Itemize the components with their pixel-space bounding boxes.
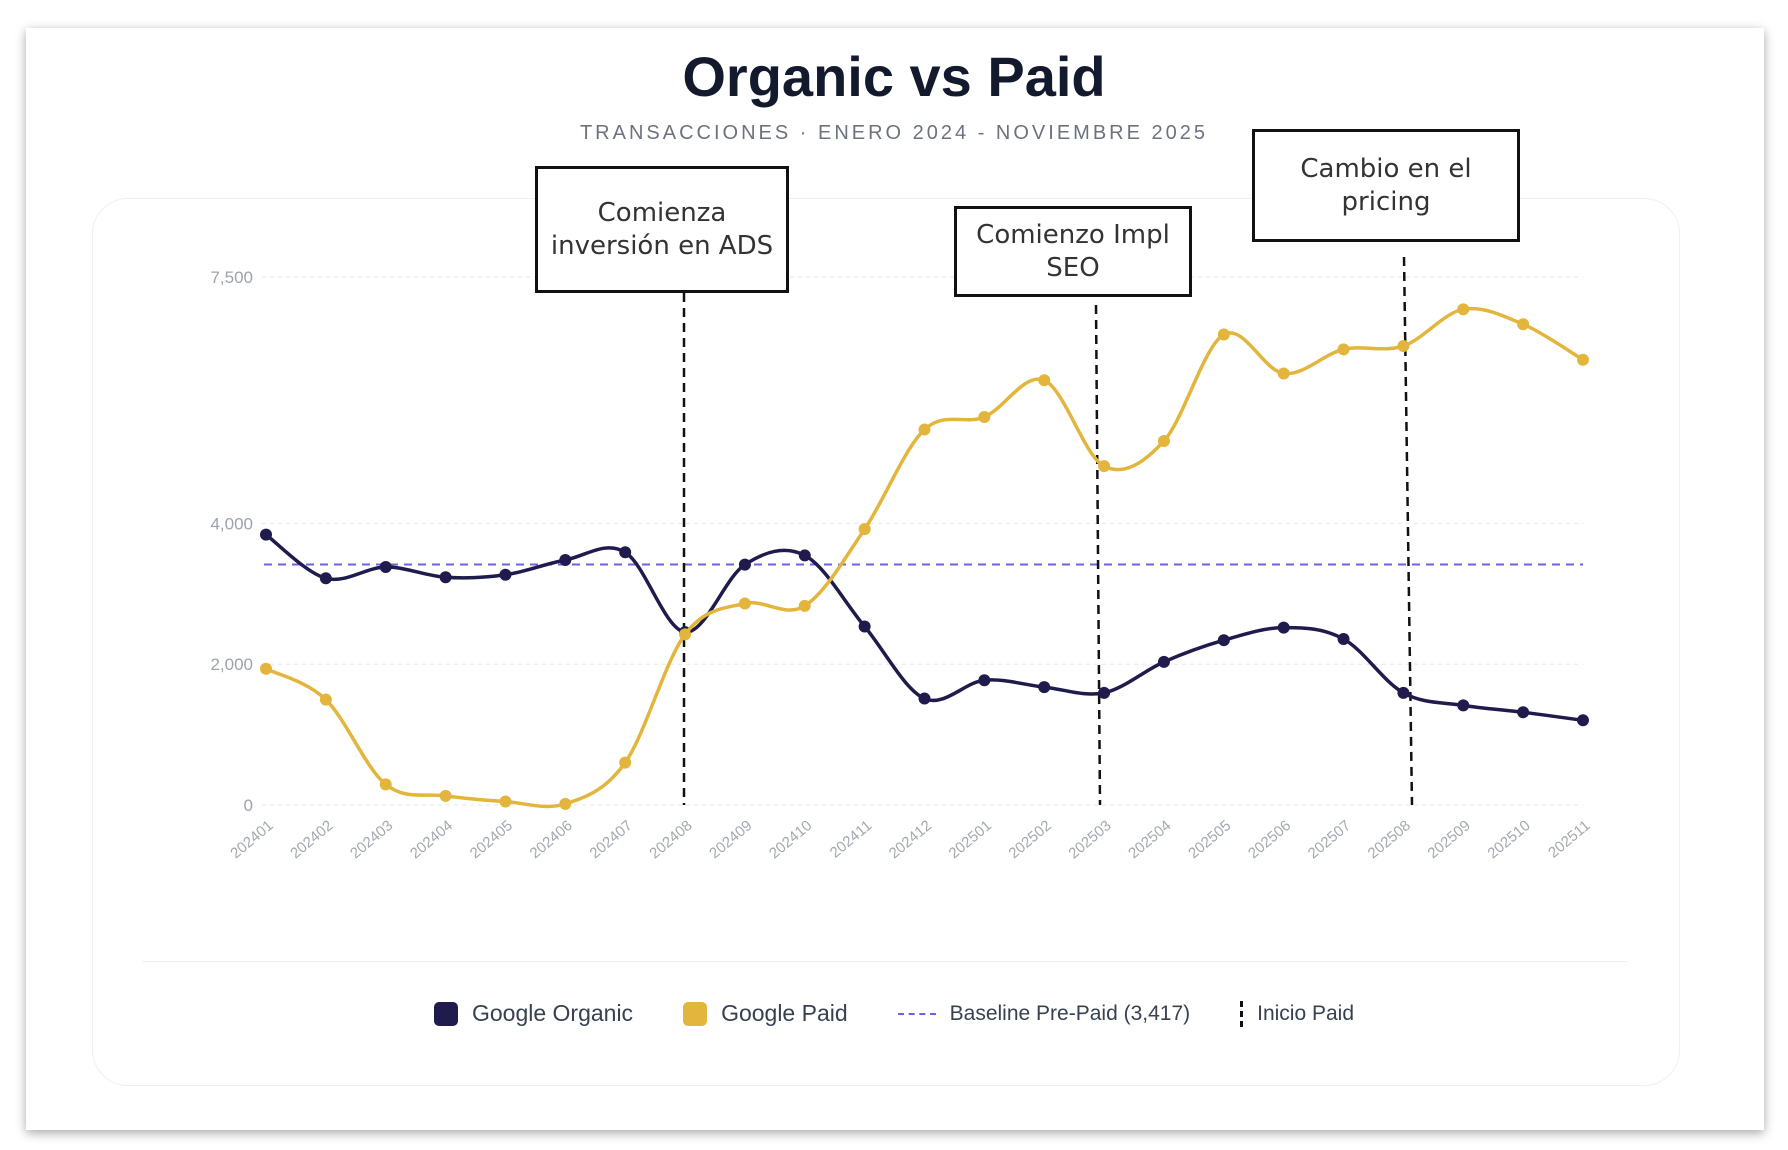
paid-line (265, 306, 1584, 809)
paid-point (679, 628, 692, 641)
organic-point (319, 572, 332, 585)
organic-point (559, 554, 572, 567)
x-tick-label: 202510 (1484, 817, 1533, 862)
paid-point (978, 410, 991, 423)
paid-point (559, 797, 572, 810)
x-tick-label: 202408 (646, 817, 695, 862)
organic-point (1157, 655, 1170, 668)
y-tick-label: 2,000 (210, 655, 253, 674)
organic-point (1337, 632, 1350, 645)
y-tick-label: 4,000 (210, 514, 253, 533)
organic-point (1397, 686, 1410, 699)
x-tick-label: 202505 (1185, 817, 1234, 862)
paid-point (1577, 353, 1589, 366)
paid-point (1517, 318, 1530, 331)
chart-title: Organic vs Paid (682, 45, 1106, 108)
organic-point (379, 561, 392, 574)
paid-swatch (683, 1001, 708, 1026)
legend-item-inicio[interactable]: Inicio Paid (1240, 1000, 1355, 1027)
chart-card (92, 198, 1680, 1086)
x-tick-label: 202511 (1545, 817, 1593, 861)
organic-point (918, 692, 931, 705)
paid-point (499, 795, 512, 808)
y-tick-label: 7,500 (210, 268, 253, 287)
x-tick-label: 202410 (766, 817, 815, 862)
organic-point (1217, 634, 1230, 647)
x-tick-label: 202502 (1006, 817, 1055, 862)
paid-point (619, 756, 632, 769)
paid-point (1157, 434, 1170, 447)
paid-point (798, 599, 811, 612)
organic-point (439, 571, 452, 584)
legend-label-inicio: Inicio Paid (1257, 1001, 1355, 1025)
paid-point (918, 423, 931, 436)
paid-point (1217, 328, 1230, 341)
organic-point (1577, 714, 1589, 727)
y-tick-label: 0 (244, 796, 253, 815)
x-tick-label: 202506 (1245, 817, 1294, 862)
legend-item-organic[interactable]: Google Organic (433, 1000, 634, 1027)
legend-item-baseline[interactable]: Baseline Pre-Paid (3,417) (897, 1001, 1191, 1026)
x-tick-label: 202403 (347, 817, 396, 862)
x-tick-label: 202409 (706, 817, 755, 862)
paid-point (1457, 303, 1470, 316)
organic-point (858, 620, 871, 633)
organic-point (1098, 686, 1111, 699)
chart-subtitle: TRANSACCIONES · ENERO 2024 - NOVIEMBRE 2… (579, 122, 1209, 144)
organic-point (738, 558, 751, 571)
legend: Google Organic Google Paid Baseline Pre-… (0, 1000, 1788, 1027)
x-tick-label: 202504 (1125, 817, 1174, 862)
legend-label-paid: Google Paid (721, 1000, 848, 1026)
paid-point (1038, 374, 1051, 387)
paid-point (1337, 343, 1350, 356)
organic-point (978, 674, 991, 687)
organic-point (798, 549, 811, 562)
organic-point (1277, 621, 1290, 634)
x-tick-label: 202404 (407, 817, 456, 862)
legend-label-baseline: Baseline Pre-Paid (3,417) (949, 1001, 1191, 1025)
x-tick-label: 202406 (527, 817, 576, 862)
legend-divider (142, 961, 1628, 962)
paid-point (1277, 367, 1290, 380)
organic-point (1517, 706, 1530, 719)
legend-item-paid[interactable]: Google Paid (683, 1000, 848, 1027)
x-tick-label: 202405 (467, 817, 516, 862)
x-tick-label: 202412 (886, 817, 935, 862)
organic-point (1457, 699, 1470, 712)
paid-point (1098, 460, 1111, 473)
organic-swatch (433, 1001, 458, 1026)
x-tick-label: 202402 (287, 817, 336, 862)
organic-line (264, 533, 1584, 723)
organic-point (619, 546, 632, 559)
baseline-swatch (897, 1012, 936, 1015)
legend-label-organic: Google Organic (471, 1000, 634, 1026)
x-tick-label: 202401 (227, 817, 276, 862)
inicio-marker-line (1402, 256, 1414, 806)
x-tick-label: 202407 (586, 817, 635, 862)
inicio-marker-line (1094, 304, 1102, 806)
x-tick-label: 202503 (1065, 817, 1114, 862)
paid-point (858, 523, 871, 536)
paid-point (379, 778, 392, 791)
organic-point (499, 568, 512, 581)
inicio-swatch (1240, 1000, 1244, 1027)
paid-point (260, 662, 272, 675)
annotation-ads: Comienza inversión en ADS (535, 166, 789, 293)
paid-point (319, 693, 332, 706)
x-tick-label: 202411 (827, 817, 875, 861)
x-tick-label: 202508 (1365, 817, 1414, 862)
paid-point (439, 789, 452, 802)
x-tick-label: 202501 (946, 817, 995, 862)
x-tick-label: 202507 (1305, 817, 1354, 862)
organic-point (1038, 681, 1051, 694)
annotation-seo: Comienzo Impl SEO (954, 206, 1192, 297)
x-tick-label: 202509 (1425, 817, 1474, 862)
paid-point (738, 597, 751, 610)
annotation-pricing: Cambio en el pricing (1252, 129, 1520, 242)
paid-point (1397, 339, 1410, 352)
organic-point (260, 528, 272, 541)
